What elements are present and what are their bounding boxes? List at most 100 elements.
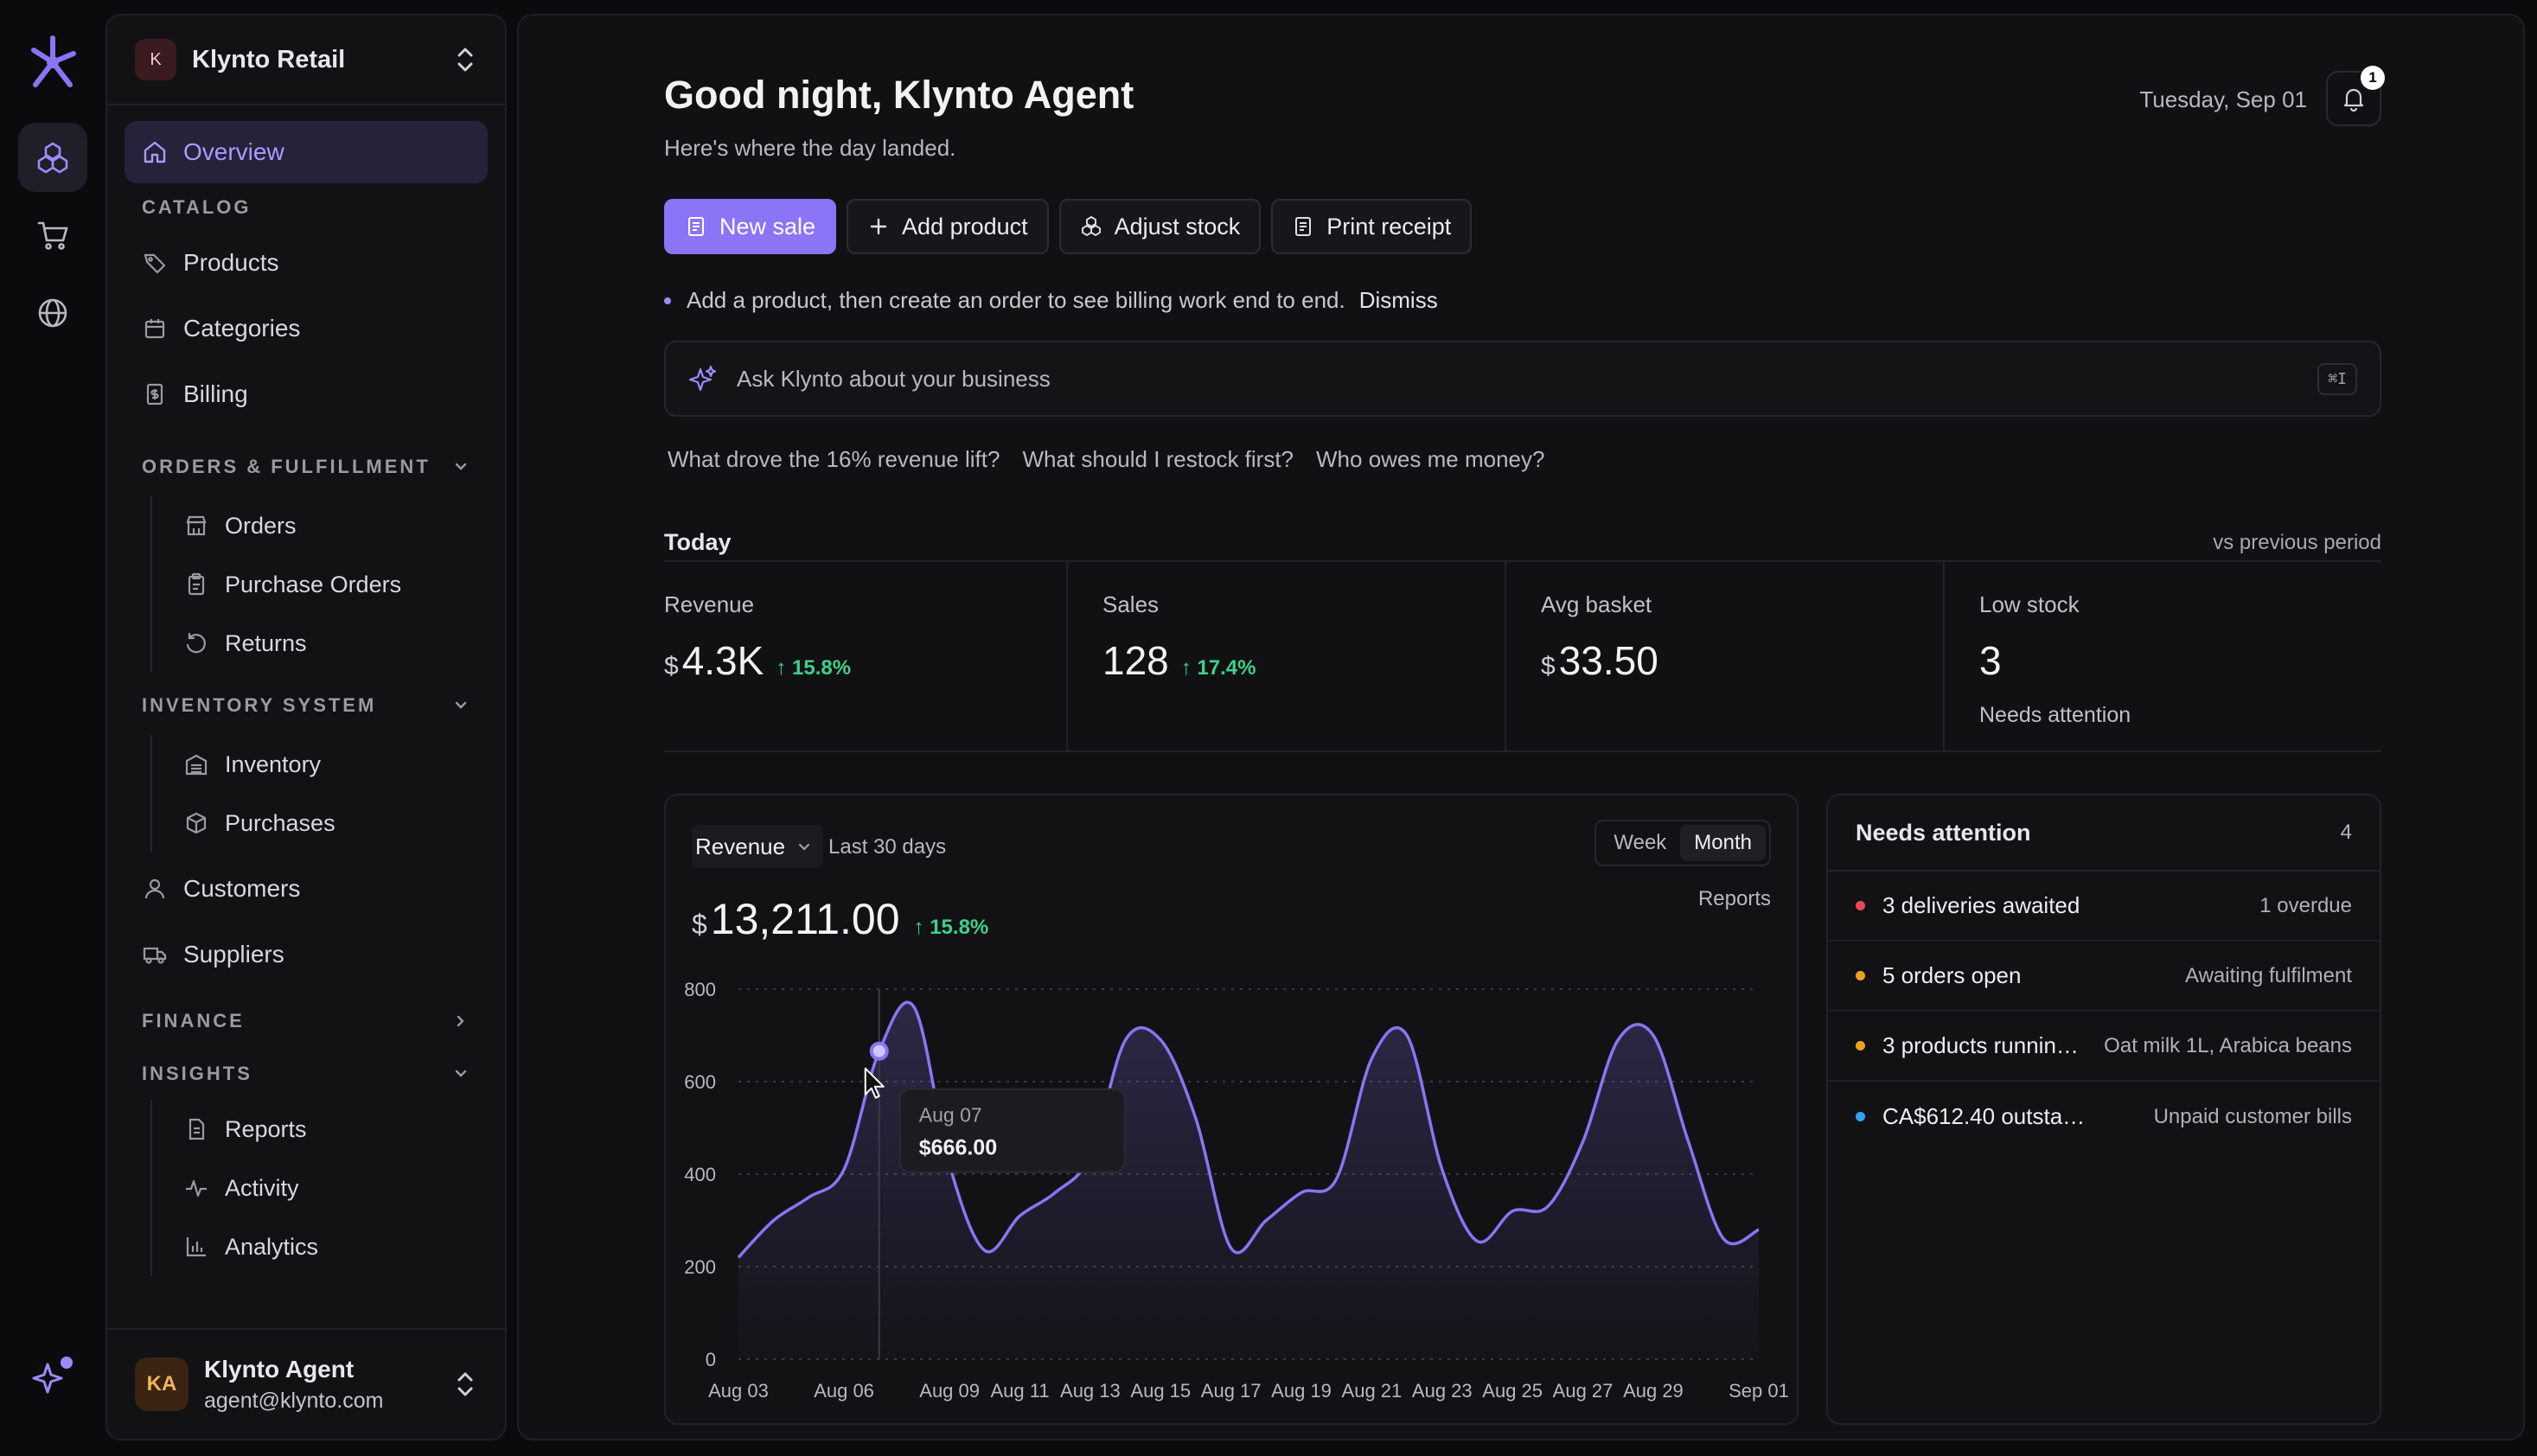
kpi-sales[interactable]: Sales 128 ↑ 17.4%	[1066, 562, 1505, 750]
current-date: Tuesday, Sep 01	[2139, 86, 2307, 112]
sidebar-nav: Overview CATALOG Products Categories Bil…	[107, 105, 505, 1276]
suggestion-chip[interactable]: What drove the 16% revenue lift?	[668, 446, 1000, 472]
data-point	[1121, 1035, 1131, 1045]
data-point	[1155, 1035, 1166, 1045]
attention-detail: Oat milk 1L, Arabica beans	[2104, 1033, 2352, 1057]
attention-list: 3 deliveries awaited 1 overdue 5 orders op…	[1828, 872, 2380, 1152]
sidebar-item-suppliers[interactable]: Suppliers	[125, 923, 488, 986]
y-tick-label: 400	[684, 1164, 716, 1185]
section-inventory[interactable]: INVENTORY SYSTEM	[125, 676, 488, 735]
sidebar-item-categories[interactable]: Categories	[125, 297, 488, 360]
ask-klynto-input[interactable]: Ask Klynto about your business ⌘I	[664, 341, 2381, 417]
section-title: ORDERS & FULFILLMENT	[142, 456, 431, 477]
kpi-label: Low stock	[1979, 591, 2080, 617]
sidebar-item-analytics[interactable]: Analytics	[152, 1217, 488, 1276]
y-tick-label: 800	[684, 979, 716, 1000]
status-dot	[1856, 971, 1865, 980]
kpi-currency: $	[1541, 652, 1556, 680]
revenue-area-chart[interactable]: 0 200 400 600 800 Aug 03 Aug 06 Aug 09 Aug 11 Aug…	[666, 968, 1800, 1418]
sidebar-item-products[interactable]: Products	[125, 232, 488, 294]
rail-cart-button[interactable]	[18, 201, 87, 270]
tag-icon	[144, 253, 166, 274]
icon-rail	[0, 0, 105, 1456]
data-point	[980, 1245, 990, 1255]
section-finance[interactable]: FINANCE	[125, 994, 488, 1048]
status-dot	[1856, 1112, 1865, 1121]
chevron-down-icon	[455, 701, 467, 709]
data-point	[1578, 1137, 1588, 1147]
attention-item[interactable]: 3 deliveries awaited 1 overdue	[1828, 872, 2380, 942]
sidebar-item-overview[interactable]: Overview	[125, 121, 488, 183]
attention-item[interactable]: 5 orders open Awaiting fulfilment	[1828, 942, 2380, 1012]
suggestion-chip[interactable]: Who owes me money?	[1316, 446, 1545, 472]
print-receipt-button[interactable]: Print receipt	[1271, 199, 1473, 254]
store-icon	[186, 515, 207, 536]
sidebar-item-activity[interactable]: Activity	[152, 1159, 488, 1217]
section-title: INSIGHTS	[142, 1063, 252, 1084]
total-currency: $	[692, 909, 707, 940]
month-option[interactable]: Month	[1680, 825, 1766, 861]
sidebar-item-orders[interactable]: Orders	[152, 496, 488, 555]
sidebar-item-returns[interactable]: Returns	[152, 614, 488, 673]
kpi-value: 3	[1979, 638, 2002, 683]
data-point	[733, 1252, 744, 1262]
data-point	[1015, 1210, 1026, 1221]
ai-sparkle-icon[interactable]	[30, 1354, 75, 1399]
sidebar-item-label: Purchase Orders	[225, 571, 402, 597]
sidebar-item-billing[interactable]: Billing	[125, 363, 488, 425]
dismiss-link[interactable]: Dismiss	[1358, 287, 1438, 313]
kpi-avg-basket[interactable]: Avg basket $33.50	[1505, 562, 1943, 750]
notifications-button[interactable]: 1	[2326, 66, 2385, 126]
klynto-logo-icon[interactable]	[25, 31, 80, 93]
main-panel: Good night, Klynto Agent Here's where th…	[517, 14, 2525, 1440]
new-sale-button[interactable]: New sale	[664, 199, 837, 254]
revenue-chart-card: Revenue Last 30 days Week Month Reports …	[664, 794, 1799, 1425]
sidebar-item-label: Activity	[225, 1174, 299, 1201]
sidebar-item-reports[interactable]: Reports	[152, 1100, 488, 1159]
data-point	[1472, 1236, 1482, 1247]
data-point	[839, 1165, 849, 1175]
attention-item[interactable]: CA$612.40 outstanding Unpaid customer bil…	[1828, 1082, 2380, 1152]
rail-globe-button[interactable]	[18, 278, 87, 348]
week-option[interactable]: Week	[1614, 831, 1667, 854]
section-orders[interactable]: ORDERS & FULFILLMENT	[125, 437, 488, 496]
data-point	[1437, 1165, 1447, 1175]
revenue-total: $ 13,211.00 ↑ 15.8%	[692, 894, 988, 944]
data-point	[1754, 1224, 1764, 1235]
data-point	[1613, 1035, 1623, 1045]
data-point	[1366, 1053, 1377, 1063]
kpi-value: 4.3K	[681, 638, 764, 683]
sidebar-item-purchase-orders[interactable]: Purchase Orders	[152, 555, 488, 614]
kpi-revenue[interactable]: Revenue $4.3K ↑ 15.8%	[664, 562, 1066, 750]
sparkle-icon	[688, 365, 717, 392]
sidebar-item-purchases[interactable]: Purchases	[152, 794, 488, 853]
kpi-low-stock[interactable]: Low stock 3 Needs attention	[1943, 562, 2381, 750]
keyboard-shortcut: ⌘I	[2317, 362, 2357, 395]
series-line	[737, 1000, 1760, 1259]
reports-link[interactable]: Reports	[1697, 887, 1771, 910]
org-badge: K	[135, 39, 176, 80]
button-label: Adjust stock	[1114, 213, 1241, 239]
attention-item[interactable]: 3 products running low Oat milk 1L, Arabi…	[1828, 1012, 2380, 1082]
add-product-button[interactable]: Add product	[847, 199, 1049, 254]
sidebar-item-label: Categories	[183, 315, 301, 342]
suggestion-chip[interactable]: What should I restock first?	[1022, 446, 1294, 472]
sidebar-item-customers[interactable]: Customers	[125, 858, 488, 920]
section-title: INVENTORY SYSTEM	[142, 694, 377, 716]
total-value: 13,211.00	[710, 895, 900, 943]
warehouse-icon	[185, 754, 208, 776]
metric-select[interactable]: Revenue	[692, 825, 824, 868]
chevron-right-icon	[457, 1015, 464, 1027]
x-tick-label: Aug 17	[1201, 1380, 1262, 1402]
sidebar-item-label: Billing	[183, 380, 248, 407]
page-subtitle: Here's where the day landed.	[664, 135, 956, 161]
sidebar-item-inventory[interactable]: Inventory	[152, 735, 488, 794]
org-switcher[interactable]: K Klynto Retail	[107, 16, 505, 105]
user-menu[interactable]: KA Klynto Agent agent@klynto.com	[107, 1328, 505, 1439]
onboarding-hint: Add a product, then create an order to s…	[664, 287, 1438, 314]
rail-overview-button[interactable]	[18, 123, 87, 192]
adjust-stock-button[interactable]: Adjust stock	[1058, 199, 1262, 254]
org-name: Klynto Retail	[192, 45, 346, 73]
section-insights[interactable]: INSIGHTS	[125, 1048, 488, 1100]
user-icon	[144, 878, 165, 899]
